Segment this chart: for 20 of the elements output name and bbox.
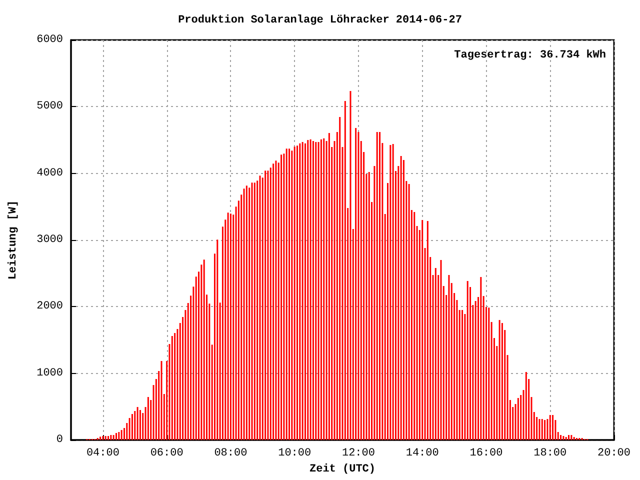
x-axis-title: Zeit (UTC) <box>309 463 376 476</box>
x-tick-label: 16:00 <box>470 448 503 460</box>
y-axis-title: Leistung [W] <box>8 200 20 280</box>
x-tick-label: 18:00 <box>534 448 567 460</box>
y-tick-label: 1000 <box>36 367 63 380</box>
y-tick-label: 5000 <box>36 100 63 113</box>
annotation: Tagesertrag: 36.734 kWh <box>454 50 606 62</box>
y-tick-label: 3000 <box>36 234 63 246</box>
x-tick-label: 20:00 <box>597 448 631 460</box>
x-tick-label: 12:00 <box>342 448 375 460</box>
x-tick-label: 14:00 <box>406 448 439 460</box>
y-tick-label: 2000 <box>36 300 63 313</box>
x-tick-label: 06:00 <box>150 448 184 460</box>
x-tick-label: 04:00 <box>86 448 120 460</box>
y-tick-label: 0 <box>56 434 63 446</box>
chart-title: Produktion Solaranlage Löhracker 2014-06-27 <box>178 14 462 26</box>
x-tick-label: 10:00 <box>278 448 312 460</box>
x-tick-label: 08:00 <box>214 448 248 460</box>
y-tick-label: 6000 <box>36 34 63 46</box>
y-tick-label: 4000 <box>36 167 63 180</box>
